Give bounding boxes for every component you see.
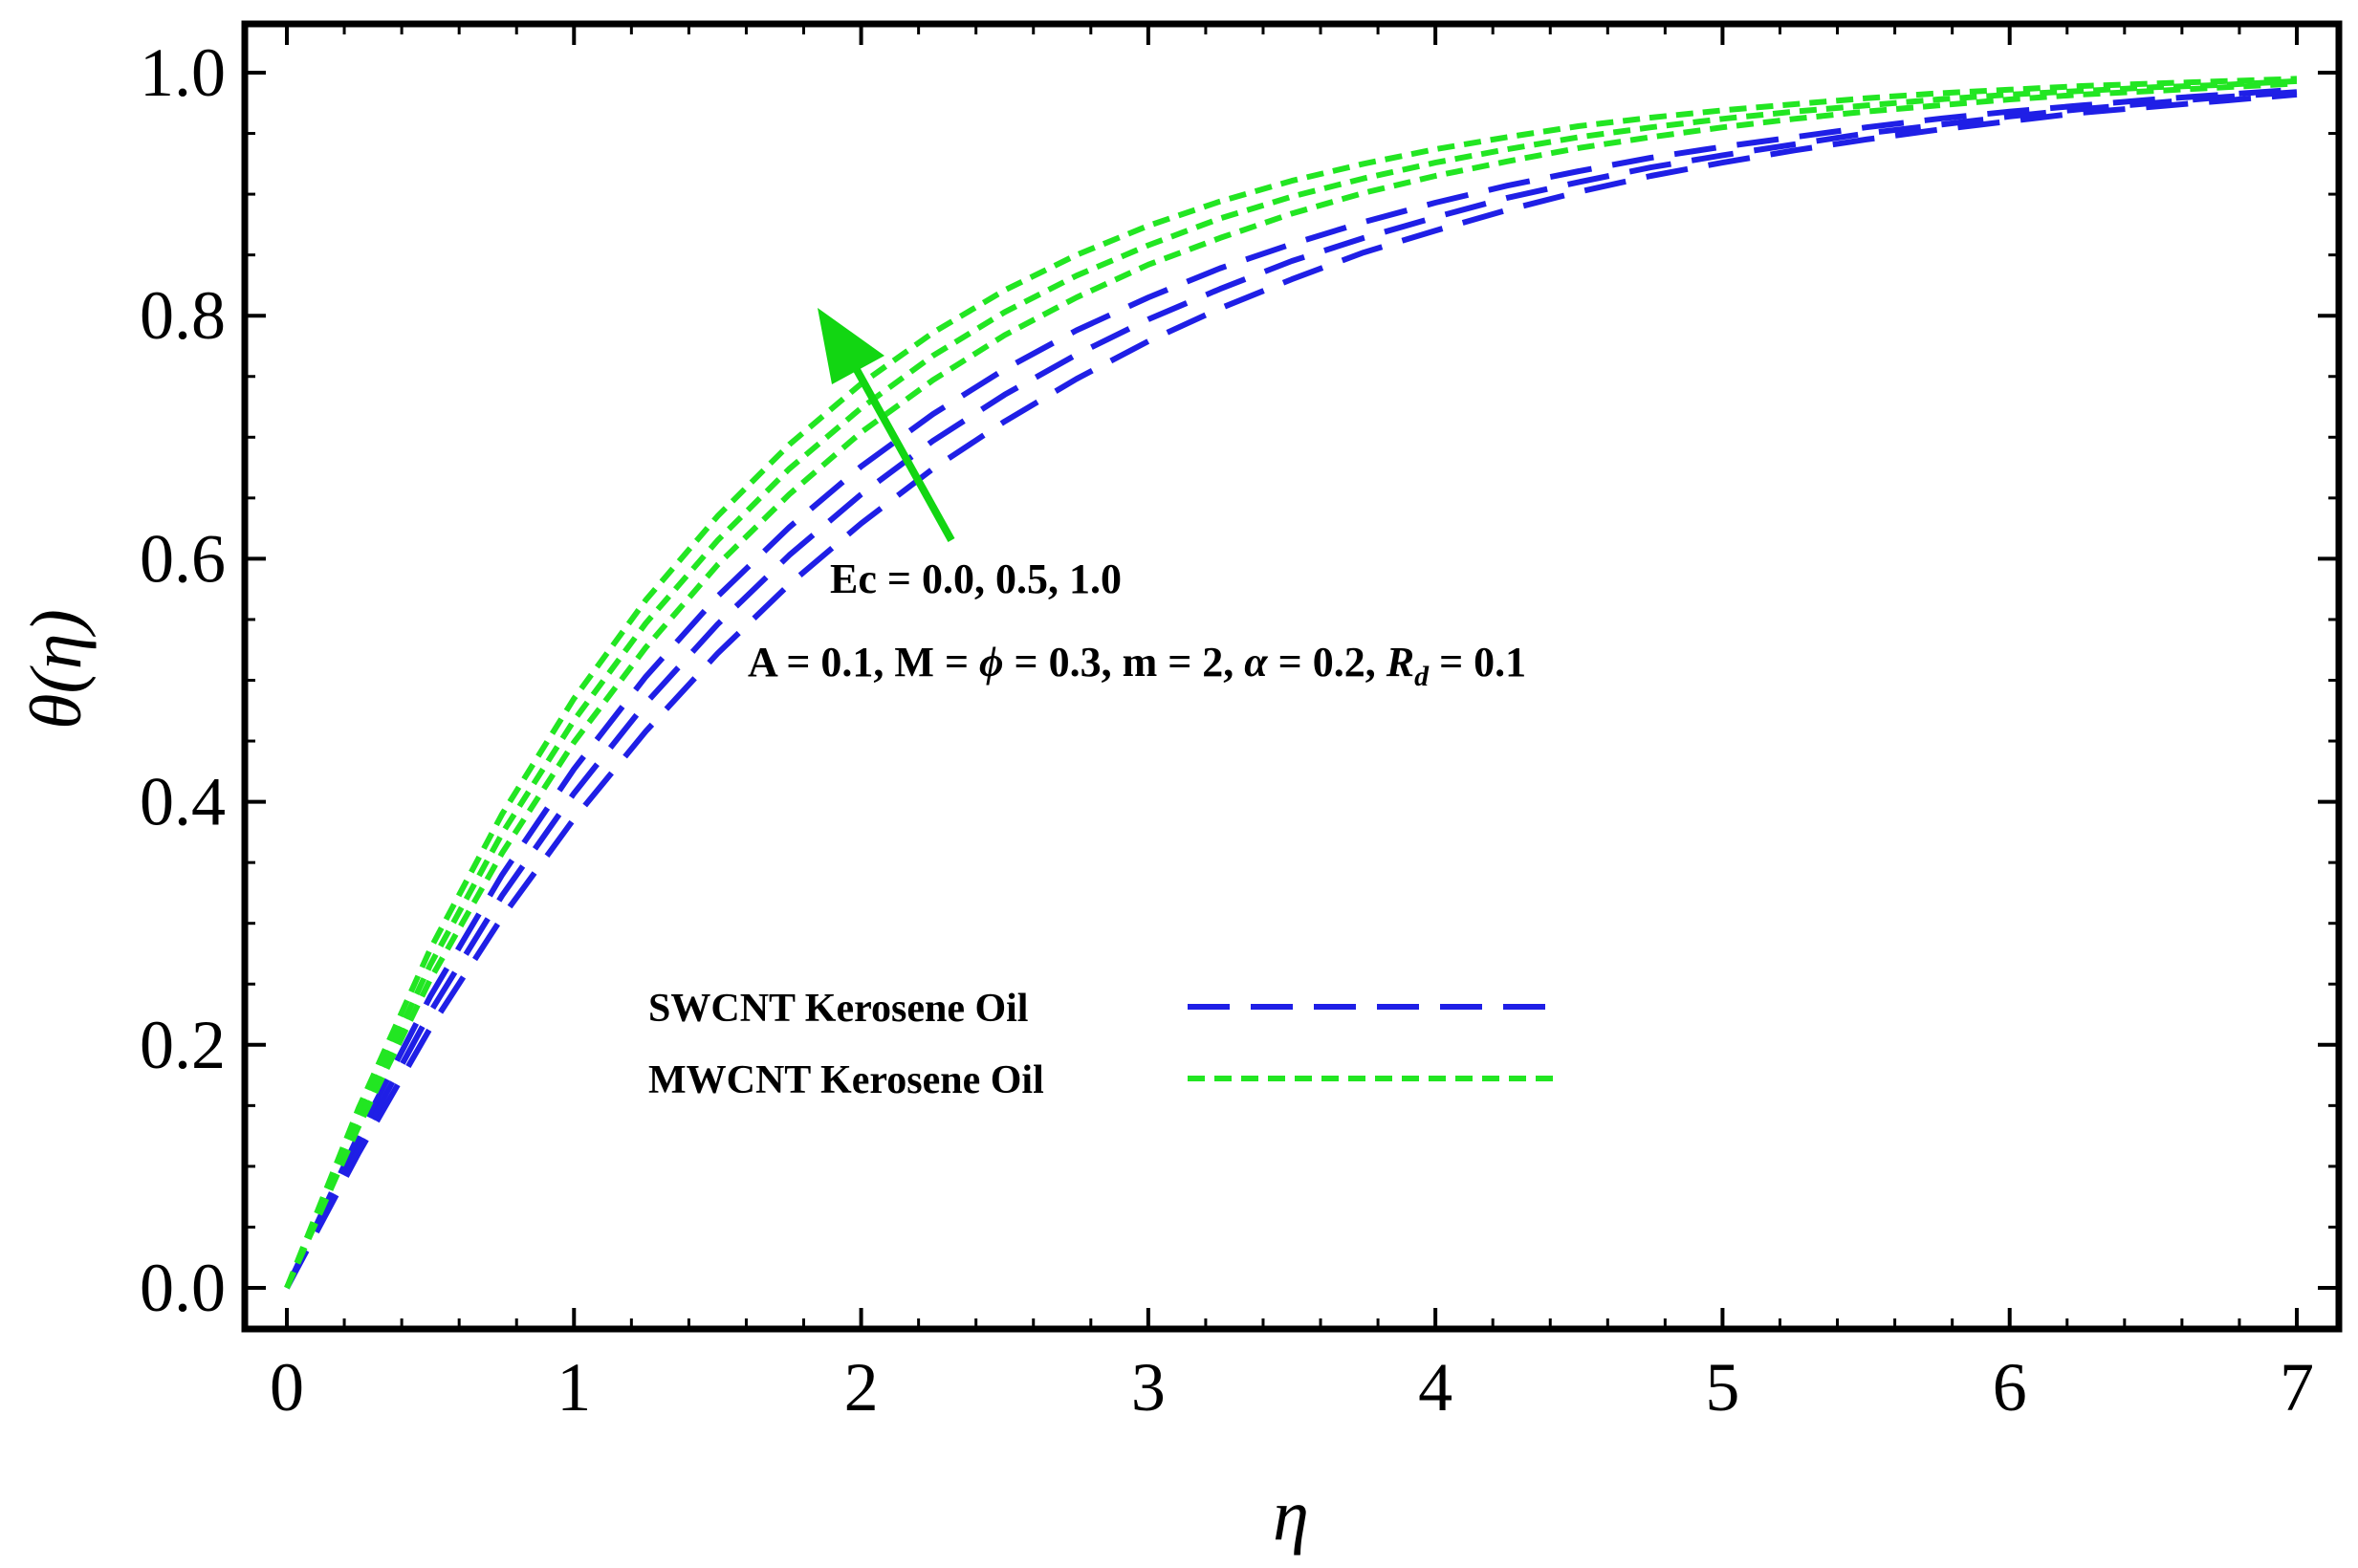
- x-tick-label: 5: [1705, 1349, 1739, 1426]
- arrow-label: Ec = 0.0, 0.5, 1.0: [830, 555, 1122, 602]
- arrow-shaft: [852, 366, 955, 542]
- axis-ticks: [245, 24, 2339, 1329]
- y-axis-label: θ(η): [16, 609, 97, 730]
- y-tick-label: 0.0: [140, 1250, 226, 1326]
- x-axis-label: η: [1273, 1475, 1309, 1556]
- y-tick-label: 1.0: [140, 34, 226, 111]
- arrow-head: [818, 308, 884, 384]
- series-line-swcnt-1: [284, 89, 2298, 1290]
- series-line-mwcnt-5: [284, 76, 2298, 1290]
- y-tick-label: 0.6: [140, 520, 226, 597]
- series-line-mwcnt-3: [284, 80, 2298, 1290]
- legend: SWCNT Kerosene Oil MWCNT Kerosene Oil: [648, 987, 1561, 1102]
- y-tick-label: 0.4: [140, 764, 226, 840]
- x-tick-label: 3: [1131, 1349, 1166, 1426]
- x-tick-label: 6: [1993, 1349, 2027, 1426]
- arrow-annotation: [818, 308, 955, 542]
- series-line-swcnt-2: [284, 86, 2298, 1290]
- x-tick-label: 0: [270, 1349, 304, 1426]
- y-tick-label: 0.2: [140, 1007, 226, 1083]
- parameters-annotation: A = 0.1, M = ϕ = 0.3, m = 2, α = 0.2, Rd…: [748, 639, 1526, 692]
- y-tick-labels: 0.0 0.2 0.4 0.6 0.8 1.0: [140, 34, 226, 1326]
- legend-label-swcnt: SWCNT Kerosene Oil: [648, 987, 1028, 1031]
- x-tick-label: 4: [1418, 1349, 1452, 1426]
- x-tick-labels: 0 1 2 3 4 5 6 7: [270, 1349, 2314, 1426]
- x-tick-label: 2: [844, 1349, 879, 1426]
- x-tick-label: 7: [2280, 1349, 2314, 1426]
- y-tick-label: 0.8: [140, 277, 226, 354]
- legend-label-mwcnt: MWCNT Kerosene Oil: [648, 1058, 1044, 1102]
- series-line-mwcnt-4: [284, 77, 2298, 1290]
- plot-frame: [241, 20, 2343, 1333]
- series-layer: [284, 76, 2298, 1290]
- x-tick-label: 1: [557, 1349, 591, 1426]
- series-line-swcnt-0: [284, 91, 2298, 1290]
